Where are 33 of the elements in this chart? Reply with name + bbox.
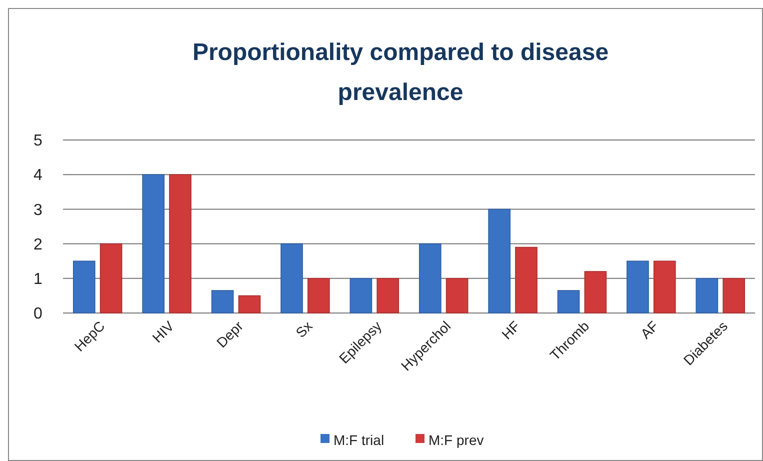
bar (418, 243, 442, 314)
legend-label: M:F prev (428, 432, 484, 448)
bar (626, 260, 649, 314)
bar (584, 271, 607, 314)
y-tick-label: 2 (34, 236, 43, 254)
legend-label: M:F trial (334, 432, 384, 448)
y-tick-label: 1 (34, 271, 43, 288)
x-tick-label: AF (637, 318, 662, 342)
y-tick-label: 4 (34, 167, 43, 184)
x-tick-label: Sx (292, 318, 316, 341)
y-tick-label: 3 (34, 202, 43, 219)
bar (100, 243, 122, 314)
bar (696, 278, 718, 314)
bar (488, 208, 511, 314)
bar (238, 295, 261, 314)
bar (446, 278, 468, 314)
bar (376, 278, 400, 314)
bar (653, 260, 676, 314)
bar (72, 260, 96, 314)
bar (557, 290, 580, 314)
x-tick-label: HF (498, 318, 523, 342)
bar (307, 278, 330, 314)
bar (722, 278, 746, 314)
bar (142, 174, 165, 314)
bar (350, 278, 372, 314)
bar (515, 246, 538, 314)
y-tick-label: 0 (34, 306, 43, 323)
bar (211, 290, 234, 314)
x-tick-label: HIV (149, 317, 178, 346)
chart-title: Proportionality compared to disease prevalence (192, 39, 609, 106)
bar (169, 174, 192, 314)
bar (280, 243, 303, 314)
y-tick-label: 5 (34, 132, 43, 150)
